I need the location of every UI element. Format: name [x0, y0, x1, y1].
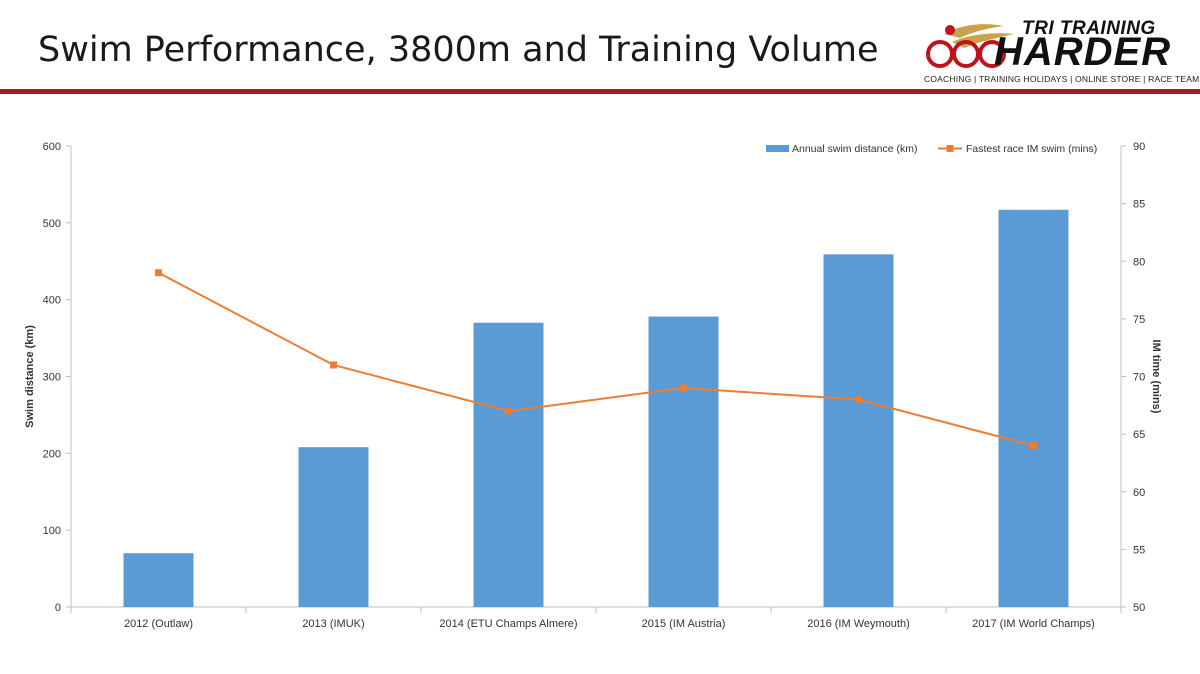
brand-main-text: HARDER [994, 30, 1172, 74]
legend-swatch-marker [946, 145, 954, 152]
y-axis-title: Swim distance (km) [24, 325, 36, 428]
y2-tick-label: 75 [1133, 314, 1145, 326]
bar [648, 316, 719, 607]
y-tick-label: 0 [55, 602, 61, 614]
line-marker [1030, 442, 1037, 450]
brand-tagline: COACHING | TRAINING HOLIDAYS | ONLINE ST… [924, 74, 1200, 84]
y-tick-label: 400 [43, 295, 61, 307]
y2-tick-label: 50 [1133, 602, 1145, 614]
line-marker [505, 407, 512, 415]
x-tick-label: 2015 (IM Austria) [642, 618, 726, 630]
x-tick-label: 2017 (IM World Champs) [972, 618, 1095, 630]
bar [123, 553, 194, 607]
slide-title: Swim Performance, 3800m and Training Vol… [38, 30, 879, 70]
line-marker [330, 361, 337, 369]
x-tick-label: 2012 (Outlaw) [124, 618, 193, 630]
line-series [158, 271, 1034, 447]
y-tick-label: 500 [43, 218, 61, 230]
x-tick-label: 2014 (ETU Champs Almere) [439, 618, 577, 630]
tri-rings-icon [926, 24, 1014, 68]
line-marker [680, 384, 687, 392]
brand-top-text: TRI TRAINING [1022, 18, 1156, 39]
bar [998, 209, 1069, 607]
y2-tick-label: 60 [1133, 487, 1145, 499]
x-tick-label: 2016 (IM Weymouth) [807, 618, 910, 630]
y2-axis-title: IM time (mins) [1150, 340, 1162, 414]
brand-logo: TRI TRAINING HARDER COACHING | TRAINING … [922, 14, 1199, 88]
header-rule [0, 89, 1200, 94]
y2-tick-label: 65 [1133, 429, 1145, 441]
y-tick-label: 200 [43, 448, 61, 460]
line-marker [855, 396, 862, 404]
y2-tick-label: 80 [1133, 256, 1145, 268]
bar [473, 322, 544, 607]
x-tick-label: 2013 (IMUK) [302, 618, 364, 630]
y-tick-label: 300 [43, 372, 61, 384]
y-tick-label: 100 [43, 525, 61, 537]
y-tick-label: 600 [43, 141, 61, 153]
y2-tick-label: 85 [1133, 199, 1145, 211]
legend-swatch-bars [766, 145, 789, 152]
y2-tick-label: 55 [1133, 544, 1145, 556]
y2-tick-label: 90 [1133, 141, 1145, 153]
legend-label-line: Fastest race IM swim (mins) [966, 143, 1097, 155]
legend-label-bars: Annual swim distance (km) [792, 143, 917, 155]
bar [823, 254, 894, 607]
y2-tick-label: 70 [1133, 372, 1145, 384]
bar [298, 447, 369, 607]
line-marker [155, 269, 162, 277]
